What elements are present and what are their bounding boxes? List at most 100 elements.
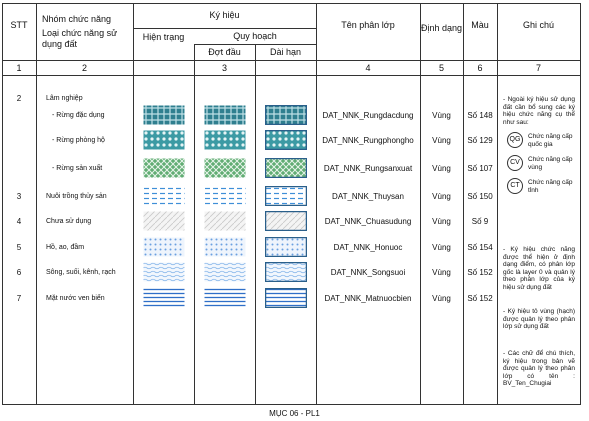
header-layer: Tên phân lớp [341, 20, 395, 30]
symbol-swatch [204, 288, 246, 308]
column-number: 1 [16, 63, 22, 73]
row-format: Vùng [432, 136, 451, 145]
header-phase1: Đợt đầu [208, 47, 241, 57]
header-symbol: Ký hiệu [209, 10, 240, 20]
row-layer: DAT_NNK_Chuasudung [324, 217, 412, 226]
symbol-swatch [143, 130, 185, 150]
symbol-swatch [204, 186, 246, 206]
row-name: Nuôi trồng thủy sản [46, 193, 107, 200]
symbol-swatch [204, 105, 246, 125]
symbol-swatch [265, 211, 307, 231]
note-text: - Các chữ để chú thích, ký hiệu trong bả… [503, 350, 575, 387]
header-note: Ghi chú [522, 20, 555, 30]
row-name: - Rừng sản xuất [52, 165, 103, 172]
row-format: Vùng [432, 217, 451, 226]
table-line [36, 3, 37, 405]
table-line [2, 60, 580, 61]
note-text: - Ký hiệu chức năng được thể hiện ở định… [503, 246, 575, 291]
row-stt: 2 [16, 94, 22, 103]
note-badge: QG [507, 132, 523, 148]
header-type: Loại chức năng sử dụng đất [42, 28, 118, 49]
table-line [2, 3, 580, 4]
row-format: Vùng [432, 268, 451, 277]
column-number: 2 [81, 63, 87, 73]
row-format: Vùng [432, 192, 451, 201]
table-line [194, 44, 195, 404]
symbol-swatch [143, 186, 185, 206]
symbol-swatch [265, 158, 307, 178]
row-name: Mặt nước ven biển [46, 295, 105, 302]
row-layer: DAT_NNK_Rungphongho [322, 136, 414, 145]
column-number: 4 [365, 63, 371, 73]
row-layer: DAT_NNK_Thuysan [332, 192, 404, 201]
header-longterm: Dài hạn [269, 47, 302, 57]
header-color: Màu [471, 20, 489, 30]
row-color: Số 150 [467, 192, 493, 201]
table-line [497, 3, 498, 405]
table-line [255, 44, 256, 404]
symbol-swatch [204, 211, 246, 231]
row-name: Hồ, ao, đầm [46, 244, 85, 251]
table-line [133, 28, 316, 29]
footer: MỤC 06 - PL1 [269, 409, 320, 418]
note-badge-text: Chức năng cấp vùng [528, 156, 573, 171]
row-format: Vùng [432, 243, 451, 252]
symbol-swatch [204, 130, 246, 150]
row-color: Số 148 [467, 111, 493, 120]
note-badge: CV [507, 155, 523, 171]
row-layer: DAT_NNK_Matnuocbien [324, 294, 412, 303]
row-stt: 4 [16, 217, 22, 226]
symbol-swatch [143, 105, 185, 125]
header-current: Hiện trạng [142, 32, 185, 42]
table-line [316, 3, 317, 405]
table-line [133, 3, 134, 405]
column-number: 6 [477, 63, 483, 73]
table-line [2, 404, 580, 405]
row-color: Số 154 [467, 243, 493, 252]
row-color: Số 152 [467, 268, 493, 277]
note-badge-text: Chức năng cấp quốc gia [528, 133, 573, 148]
row-format: Vùng [432, 111, 451, 120]
row-name: Chưa sử dụng [46, 218, 92, 225]
symbol-swatch [265, 105, 307, 125]
row-stt: 3 [16, 192, 22, 201]
row-stt: 6 [16, 268, 22, 277]
table-line [420, 3, 421, 405]
row-layer: DAT_NNK_Rungdacdung [322, 111, 414, 120]
symbol-swatch [265, 237, 307, 257]
row-color: Số 107 [467, 164, 493, 173]
symbol-swatch [143, 288, 185, 308]
table-line [580, 3, 581, 405]
note-badge: CT [507, 178, 523, 194]
note-badge-text: Chức năng cấp tỉnh [528, 179, 573, 194]
row-stt: 7 [16, 294, 22, 303]
row-color: Số 9 [471, 217, 489, 226]
row-layer: DAT_NNK_Honuoc [333, 243, 403, 252]
row-layer: DAT_NNK_Rungsanxuat [323, 164, 413, 173]
symbol-swatch [143, 262, 185, 282]
row-color: Số 152 [467, 294, 493, 303]
symbol-swatch [265, 262, 307, 282]
row-color: Số 129 [467, 136, 493, 145]
symbol-swatch [265, 130, 307, 150]
symbol-swatch [265, 288, 307, 308]
column-number: 7 [535, 63, 541, 73]
row-name: - Rừng phòng hộ [52, 137, 105, 144]
header-planning: Quy hoạch [233, 31, 277, 41]
column-number: 5 [438, 63, 444, 73]
row-name: Sông, suối, kênh, rạch [46, 269, 116, 276]
row-format: Vùng [432, 164, 451, 173]
row-name: - Rừng đặc dụng [52, 112, 105, 119]
note-text: - Ký hiệu tô vùng (hạch) được quản lý th… [503, 308, 575, 330]
table-line [2, 75, 580, 76]
row-stt: 5 [16, 243, 22, 252]
symbol-swatch [265, 186, 307, 206]
symbol-swatch [204, 158, 246, 178]
table-line [2, 3, 3, 405]
note-text: - Ngoài ký hiệu sử dụng đất cần bổ sung … [503, 96, 575, 126]
symbol-swatch [143, 211, 185, 231]
header-group: Nhóm chức năng [42, 14, 112, 24]
table-line [463, 3, 464, 405]
symbol-swatch [143, 158, 185, 178]
